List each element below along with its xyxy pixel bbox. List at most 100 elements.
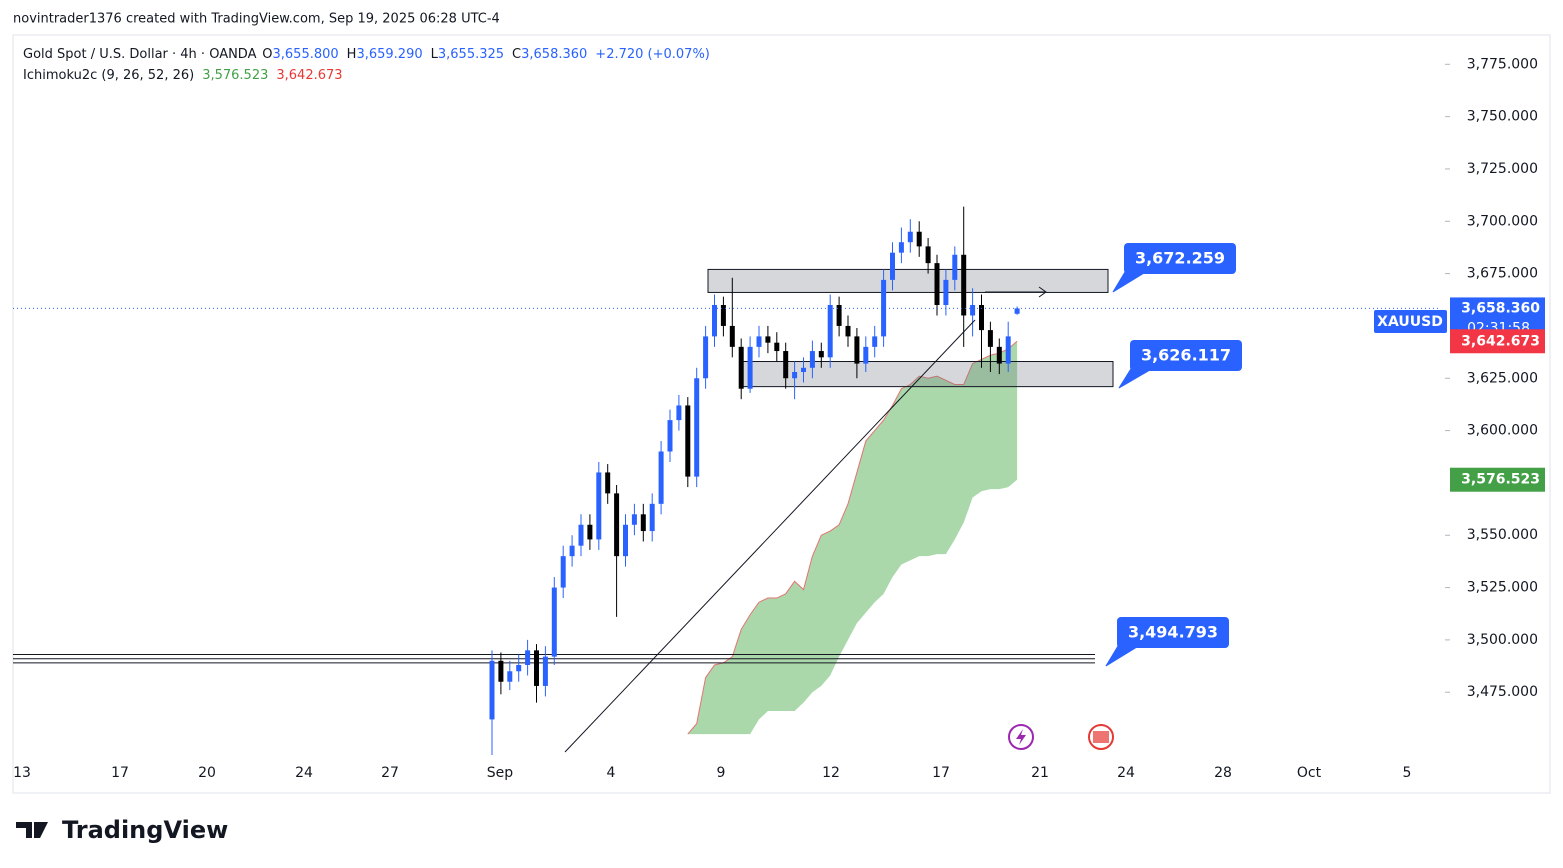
x-tick-label: Sep [487, 765, 514, 781]
candle-body [578, 524, 584, 546]
symbol-badge-label: XAUUSD [1377, 314, 1443, 330]
plot-area [13, 206, 1440, 755]
candle-body [498, 660, 504, 682]
y-tick-label: 3,550.000 [1467, 527, 1538, 543]
candle-body [934, 263, 940, 305]
y-tick-label: 3,625.000 [1467, 370, 1538, 386]
candle-body [534, 650, 539, 686]
callout [1117, 617, 1229, 648]
candle-body [898, 242, 904, 253]
candle-body [925, 246, 931, 264]
brand: TradingView [62, 816, 228, 844]
candle-body [979, 305, 984, 331]
candle-body [551, 587, 557, 657]
candle-body [516, 665, 522, 672]
candle-body [783, 351, 789, 379]
candle-body [818, 351, 824, 358]
x-tick-label: 4 [607, 765, 616, 781]
candle-body [987, 330, 993, 347]
candle-body [916, 231, 922, 247]
candle-body [738, 346, 744, 389]
candle-body [605, 472, 611, 494]
arrow [985, 286, 1047, 298]
candle-body [676, 405, 682, 421]
y-tick-label: 3,775.000 [1467, 56, 1538, 72]
span-b-line [687, 340, 1018, 735]
x-tick-label: Oct [1297, 765, 1322, 781]
x-tick-label: 13 [13, 765, 31, 781]
candle-body [756, 336, 762, 347]
credit: novintrader1376 created with TradingView… [13, 12, 500, 27]
candle-body [1014, 308, 1020, 314]
candle-body [881, 279, 887, 337]
candle-body [489, 660, 495, 720]
y-tick-label: 3,750.000 [1467, 109, 1538, 125]
ichimoku-cloud [687, 341, 1018, 735]
span-b-badge [1450, 329, 1545, 354]
candle-body [996, 346, 1002, 364]
candle-body [845, 325, 851, 337]
tv-logo [16, 822, 48, 838]
candle-body [596, 472, 602, 540]
y-tick-label: 3,675.000 [1467, 266, 1538, 282]
callout [1130, 340, 1242, 371]
x-tick-label: 17 [111, 765, 129, 781]
overlay: 3,475.000 3,500.000 3,525.000 3,550.000 3,60… [13, 56, 1545, 781]
candle-body [952, 254, 958, 280]
candle-body [640, 514, 646, 532]
x-tick-label: 9 [717, 765, 726, 781]
candle-body [907, 231, 913, 243]
symbol-badge [1374, 310, 1447, 333]
candle-body [560, 556, 566, 588]
candle-body [569, 545, 575, 557]
span-a-badge [1450, 467, 1545, 492]
x-tick-label: 21 [1031, 765, 1049, 781]
trend-line [564, 319, 976, 753]
zone [739, 361, 1114, 388]
candle-body [685, 405, 691, 477]
candle-body [890, 252, 895, 280]
candle-body [649, 503, 655, 532]
y-tick-label: 3,600.000 [1467, 423, 1538, 439]
candle-body [712, 305, 717, 337]
candle-body [970, 305, 976, 316]
x-tick-label: 28 [1214, 765, 1232, 781]
candle-body [961, 254, 967, 316]
y-tick-label: 3,725.000 [1467, 161, 1538, 177]
candle-body [631, 514, 637, 525]
candle-body [765, 336, 771, 343]
candle-body [720, 305, 726, 326]
candle-body [667, 420, 673, 452]
x-tick-label: 17 [932, 765, 950, 781]
candle-body [809, 351, 815, 368]
bolt [1016, 729, 1026, 745]
callout-label: 3,672.259 [1135, 249, 1225, 268]
zone [707, 268, 1109, 293]
candle-body [1005, 336, 1011, 364]
callout [1124, 243, 1236, 274]
y-tick-label: 3,500.000 [1467, 632, 1538, 648]
x-tick-label: 24 [1117, 765, 1135, 781]
callout-label: 3,626.117 [1141, 346, 1231, 365]
candle-body [774, 342, 780, 352]
candle-body [827, 305, 833, 358]
y-tick-label: 3,700.000 [1467, 213, 1538, 229]
candle-body [614, 493, 620, 557]
candle-body [587, 524, 593, 540]
x-tick-label: 20 [198, 765, 216, 781]
plot [13, 206, 1440, 755]
candle-body [694, 378, 700, 477]
price-badge-label: 3,658.360 [1461, 300, 1540, 316]
x-tick-label: 12 [822, 765, 840, 781]
y-tick-label: 3,475.000 [1467, 684, 1538, 700]
candle-body [703, 336, 709, 379]
candle-body [542, 656, 548, 686]
indicator-line: Ichimoku2c (9, 26, 52, 26) 3,576.523 3,642… [23, 68, 343, 83]
candle-body [507, 671, 513, 682]
candle-body [658, 451, 664, 504]
span-b-badge-label: 3,642.673 [1461, 333, 1540, 349]
candle-body [729, 325, 735, 347]
x-tick-label: 24 [295, 765, 313, 781]
candle-body [872, 336, 878, 347]
